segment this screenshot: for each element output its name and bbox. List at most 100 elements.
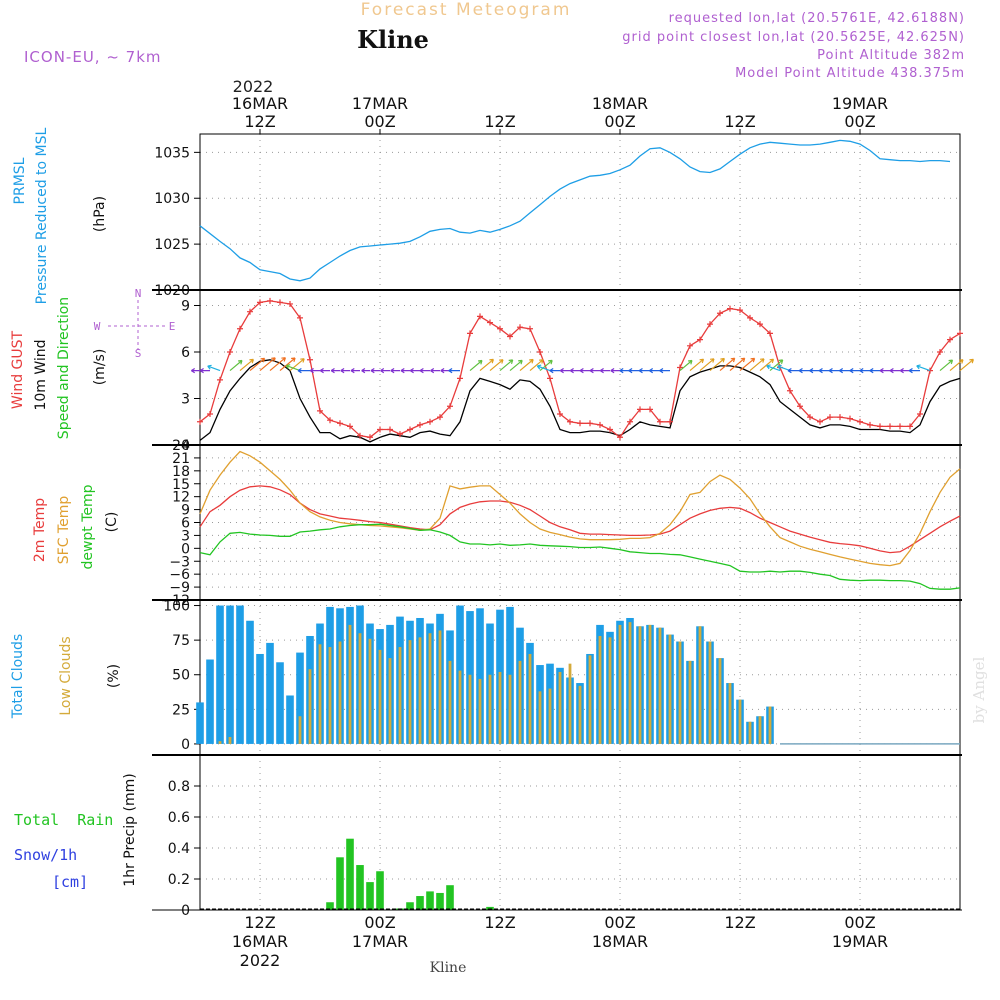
wind-arrow-icon [489,359,504,372]
bottom-hour-label: 12Z [724,913,755,932]
gust-marker [687,342,693,349]
wind-arrow-icon [549,367,560,374]
low-cloud-bar [638,626,642,744]
wind-arrow-icon [469,359,483,372]
low-cloud-bar [358,633,362,744]
gust-marker [447,403,453,410]
wind-arrow-icon [207,364,221,372]
gust-marker [617,434,623,441]
gust-marker [287,300,293,307]
compass-north: N [135,287,142,300]
gust-marker [197,418,203,425]
wind-arrow-icon [297,367,310,374]
precip-bar [486,906,494,910]
total-cloud-bar [206,659,214,744]
model-label: ICON-EU, ~ 7km [24,48,162,66]
gust-marker [347,423,353,430]
total-cloud-bar [276,662,284,744]
gust-marker [887,423,893,430]
precip-bar [416,896,424,910]
wind-direction-label: Speed and Direction [56,297,72,439]
gust-marker [407,426,413,433]
top-date-label: 16MAR [232,94,288,113]
wind-arrow-icon [190,367,200,374]
gust-marker [697,336,703,343]
wind-arrow-icon [679,359,693,372]
gust-marker [817,418,823,425]
low-cloud-bar [708,641,712,744]
gust-marker [747,314,753,321]
wind-arrow-icon [559,367,570,374]
low-cloud-bar [448,660,452,744]
gust-marker [497,325,503,332]
gust-marker [587,420,593,427]
gust-marker [527,325,533,332]
wind-arrow-icon [199,367,210,374]
pressure-unit: (hPa) [92,196,108,232]
wind-arrow-icon [569,367,580,374]
y-tick-label: 0.4 [168,841,190,857]
low-cloud-bar [438,630,442,744]
gust-marker [857,418,863,425]
panel-frame [199,754,961,911]
wind-arrow-icon [879,367,890,374]
gust-marker [207,411,213,417]
wind-arrow-icon [699,358,715,372]
gust-marker [867,421,873,428]
low-cloud-bar [528,653,532,744]
low-cloud-bar [378,649,382,744]
gust-marker [957,330,963,337]
gust-marker [337,420,343,427]
total-cloud-bar [256,653,264,744]
wind-arrow-icon [908,367,920,374]
gust-marker [257,299,263,306]
low-cloud-bar [558,671,562,744]
compass-cross-icon [108,300,168,350]
low-cloud-bar [548,688,552,744]
temp-unit: (C) [104,512,120,533]
precip-bar [356,865,364,910]
precip-bar [326,902,334,910]
y-tick-label: 0 [181,737,190,753]
low-cloud-bar [328,647,332,744]
gust-marker [597,421,603,428]
gust-marker [807,414,813,421]
wind-arrow-icon [610,367,620,374]
snow-label: Snow/1h [14,846,77,864]
y-tick-label: 3 [181,528,190,544]
gust-marker [937,349,943,355]
low-cloud-bar [588,655,592,744]
low-cloud-bar [318,644,322,744]
wind-arrow-icon [759,358,775,372]
wind-arrow-icon [440,367,450,374]
gust-marker [707,321,713,328]
wind-arrow-icon [916,364,931,372]
low-cloud-bar [498,671,502,744]
low-cloud-bar [648,624,652,744]
wind-arrow-icon [769,359,784,372]
clouds-panel: Total Clouds Low Clouds (%) 0 25 50 75 100 [10,599,961,756]
compass-west: W [94,320,101,333]
y-tick-label: 6 [181,345,190,361]
gust-marker [917,411,923,417]
gust-marker [847,415,853,422]
gust-marker [797,403,803,410]
watermark: by Angel [970,656,988,723]
wind-arrow-icon [628,367,640,374]
bottom-hour-label: 00Z [364,913,395,932]
low-cloud-bar [388,658,392,744]
wind-arrow-icon [869,367,880,374]
precip-bar [446,885,454,910]
year-top: 2022 [233,77,274,96]
low-cloud-bar [668,634,672,744]
bottom-hour-label: 12Z [484,913,515,932]
requested-coords: requested lon,lat (20.5761E, 42.6188N) [669,11,965,26]
footer-location: Kline [430,960,467,976]
total-cloud-bar [296,652,304,744]
total-cloud-bar [236,605,244,744]
wind-arrow-icon [380,367,390,374]
wind-speed-label: 10m Wind [33,339,49,410]
low-cloud-bar [728,683,732,744]
wind-arrow-icon [859,367,870,374]
